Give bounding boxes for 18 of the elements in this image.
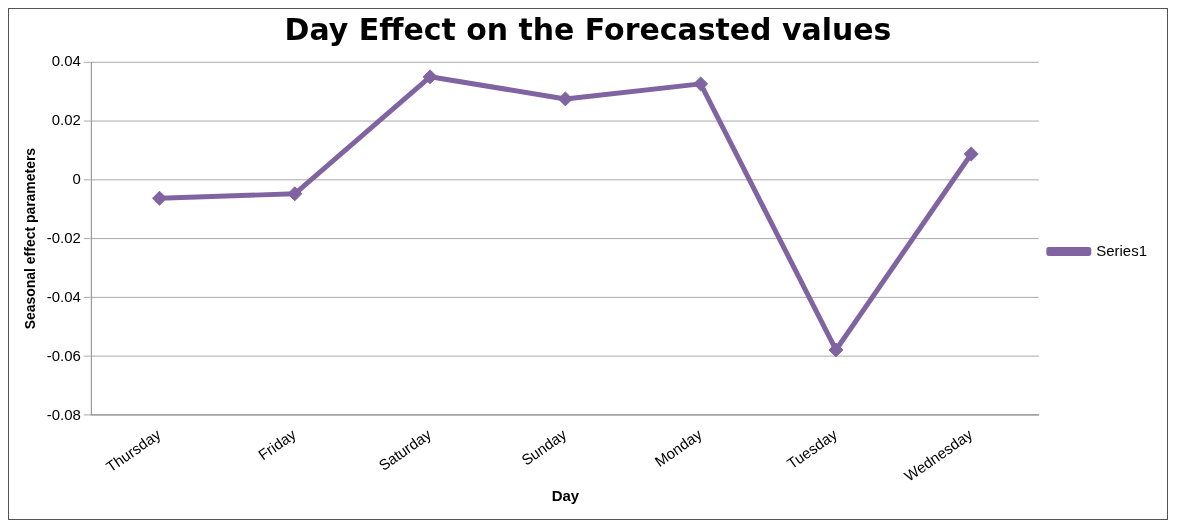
y-tick-label: 0.04: [51, 51, 81, 69]
y-tick-label: 0: [72, 169, 81, 187]
y-tick-label: -0.04: [46, 287, 81, 305]
chart-title: Day Effect on the Forecasted values: [284, 11, 892, 47]
y-tick-label: -0.08: [46, 405, 81, 423]
y-tick-label: 0.02: [51, 110, 81, 128]
point: [152, 190, 167, 206]
point: [557, 91, 573, 107]
point: [963, 146, 979, 162]
point: [422, 69, 438, 85]
legend-label: Series1: [1096, 241, 1147, 259]
point: [287, 186, 303, 202]
y-tick-label: -0.02: [46, 228, 81, 246]
y-tick-label: -0.06: [46, 346, 81, 364]
point: [693, 76, 709, 92]
point: [828, 342, 844, 358]
y-axis-title: Seasonal effect parameters: [22, 147, 39, 330]
x-axis-title: Day: [551, 487, 580, 505]
